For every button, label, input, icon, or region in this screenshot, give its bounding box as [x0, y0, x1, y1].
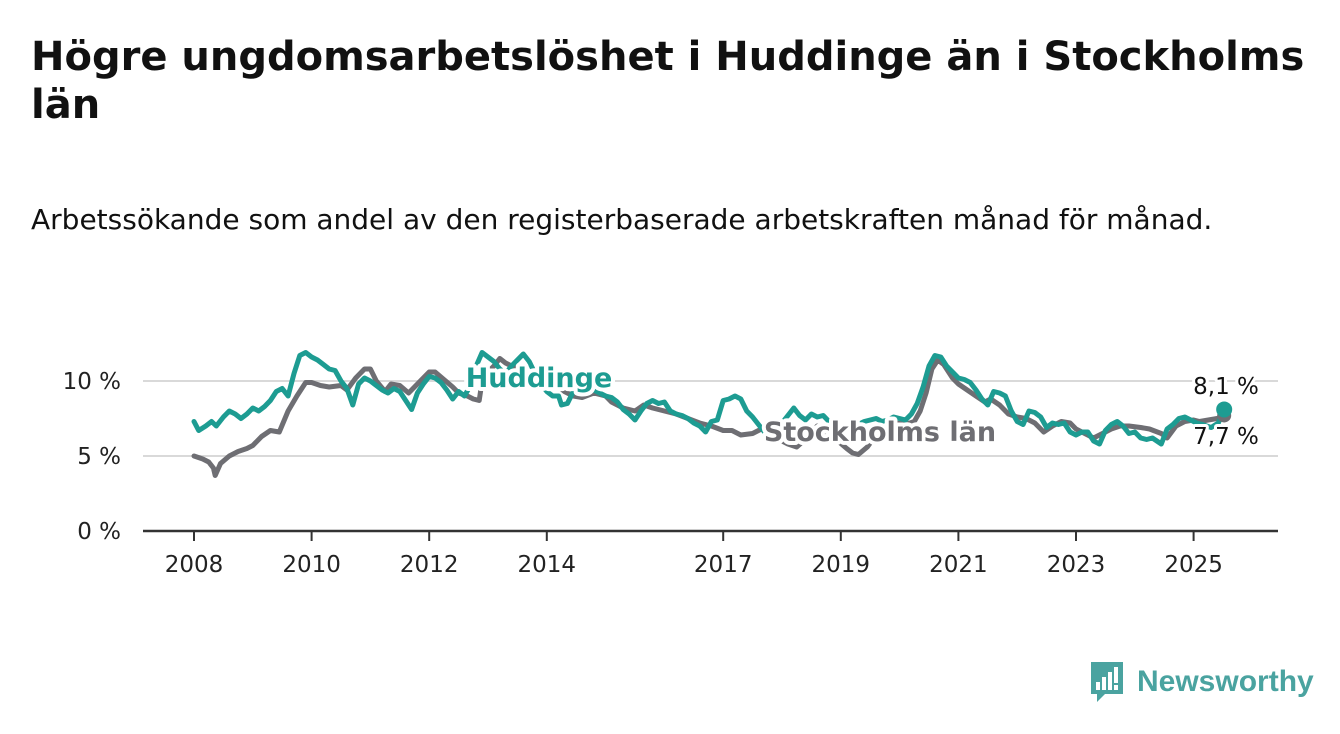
y-tick-label: 0 % [77, 519, 121, 545]
bar-chart-logo-icon [1091, 662, 1123, 702]
chart-subtitle: Arbetssökande som andel av den registerb… [31, 203, 1213, 236]
x-tick-label: 2014 [518, 552, 577, 578]
end-label-stockholms-lan: 7,7 % [1193, 424, 1259, 450]
x-tick-label: 2023 [1047, 552, 1106, 578]
x-tick-label: 2008 [165, 552, 224, 578]
x-tick-label: 2012 [400, 552, 459, 578]
end-marker-huddinge [1216, 401, 1233, 418]
brand-name: Newsworthy [1137, 665, 1314, 698]
y-tick-label: 5 % [77, 444, 121, 470]
x-tick-label: 2010 [282, 552, 341, 578]
gridlines [143, 379, 1278, 457]
x-tick-label: 2017 [694, 552, 753, 578]
axes: 0 % 5 % 10 % 2008 2010 2012 2014 2017 2019 2021 20… [63, 369, 1278, 578]
series-line-stockholms-lan [191, 356, 1227, 478]
series-label-stockholms-lan: Stockholms län [764, 417, 996, 448]
series-lines [191, 350, 1233, 478]
x-tick-label: 2019 [812, 552, 871, 578]
series-label-huddinge: Huddinge [466, 363, 613, 394]
brand-logo: Newsworthy [1089, 660, 1314, 704]
chart-title: Högre ungdomsarbetslöshet i Huddinge än … [31, 34, 1305, 128]
x-tick-label: 2025 [1164, 552, 1223, 578]
end-label-huddinge: 8,1 % [1193, 374, 1259, 400]
x-tick-label: 2021 [929, 552, 988, 578]
series-line-huddinge [191, 350, 1227, 447]
labels: Huddinge Stockholms län 8,1 % 7,7 % [462, 359, 1262, 453]
y-tick-label: 10 % [63, 369, 121, 395]
